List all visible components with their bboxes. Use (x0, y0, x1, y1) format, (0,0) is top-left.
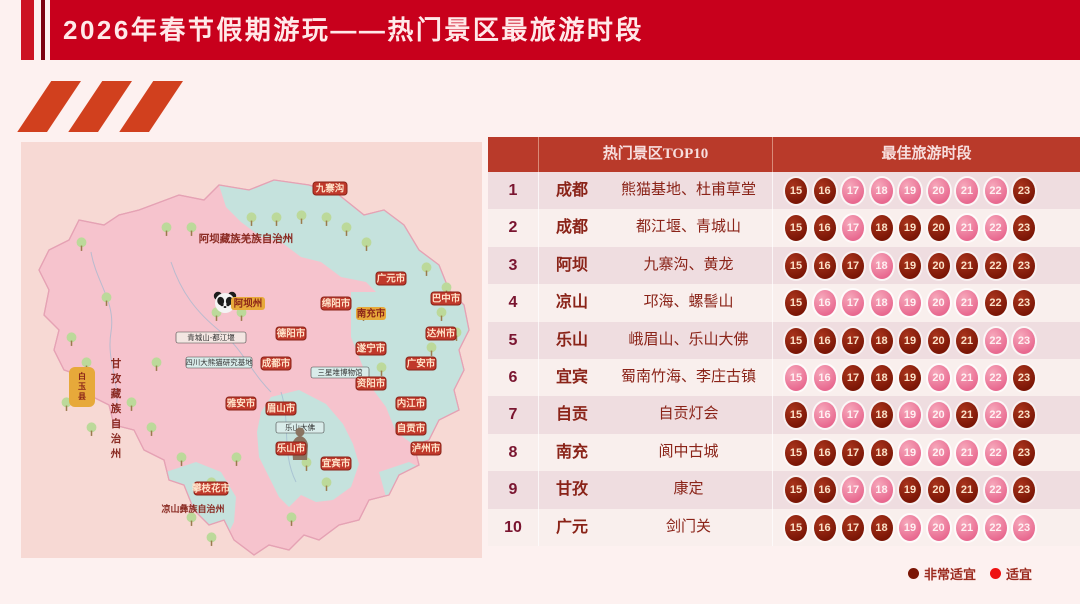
svg-text:州: 州 (110, 448, 122, 460)
svg-text:资阳市: 资阳市 (357, 378, 386, 390)
svg-text:广安市: 广安市 (407, 358, 436, 370)
svg-text:乐山市: 乐山市 (277, 443, 306, 455)
svg-text:德阳市: 德阳市 (277, 328, 306, 340)
svg-text:阿坝藏族羌族自治州: 阿坝藏族羌族自治州 (199, 232, 294, 245)
svg-text:巴中市: 巴中市 (432, 293, 461, 305)
svg-text:凉山彝族自治州: 凉山彝族自治州 (161, 503, 224, 514)
svg-text:内江市: 内江市 (397, 398, 426, 410)
svg-text:三星堆博物馆: 三星堆博物馆 (318, 367, 363, 377)
svg-text:孜: 孜 (111, 372, 122, 385)
svg-text:藏: 藏 (111, 387, 122, 400)
svg-text:县: 县 (78, 392, 86, 401)
svg-text:雅安市: 雅安市 (226, 398, 256, 410)
svg-text:宜宾市: 宜宾市 (322, 458, 351, 470)
svg-text:治: 治 (111, 432, 122, 445)
svg-text:青城山-都江堰: 青城山-都江堰 (187, 332, 235, 342)
svg-text:族: 族 (111, 402, 122, 415)
svg-text:泸州市: 泸州市 (412, 443, 441, 455)
svg-text:甘: 甘 (111, 357, 122, 370)
svg-text:白: 白 (78, 371, 86, 381)
svg-text:自贡市: 自贡市 (397, 423, 426, 435)
svg-text:达州市: 达州市 (427, 328, 456, 340)
svg-text:广元市: 广元市 (377, 273, 406, 285)
svg-text:成都市: 成都市 (262, 358, 291, 370)
svg-text:遂宁市: 遂宁市 (357, 343, 386, 355)
svg-text:自: 自 (111, 417, 122, 430)
svg-text:眉山市: 眉山市 (267, 403, 296, 415)
svg-text:南充市: 南充市 (357, 308, 386, 320)
svg-text:攀枝花市: 攀枝花市 (191, 483, 231, 495)
svg-text:阿坝州: 阿坝州 (234, 298, 263, 310)
svg-text:玉: 玉 (78, 382, 86, 391)
svg-text:九寨沟: 九寨沟 (315, 183, 345, 195)
svg-text:绵阳市: 绵阳市 (322, 298, 351, 310)
svg-text:四川大熊猫研究基地: 四川大熊猫研究基地 (185, 357, 253, 367)
